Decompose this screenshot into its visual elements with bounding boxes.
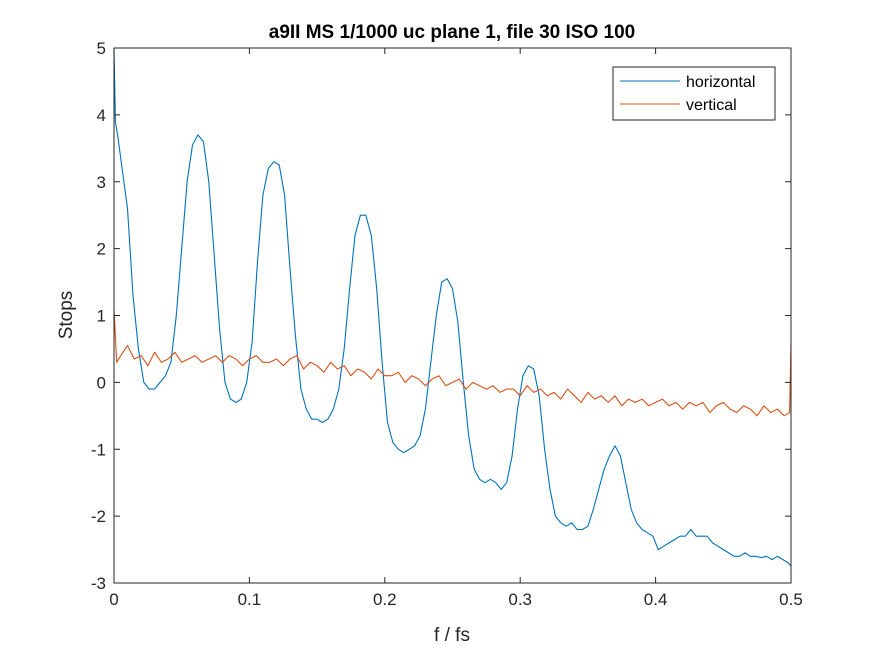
y-axis-label: Stops	[56, 291, 77, 340]
y-tick-label: -2	[91, 507, 106, 526]
chart-title: a9II MS 1/1000 uc plane 1, file 30 ISO 1…	[269, 22, 635, 43]
x-tick-label: 0.4	[644, 590, 668, 609]
plot-area	[114, 48, 791, 583]
legend-box	[612, 66, 776, 121]
x-tick-label: 0.3	[508, 590, 532, 609]
y-tick-label: -1	[91, 440, 106, 459]
y-tick-label: 1	[97, 307, 106, 326]
x-tick-label: 0.5	[779, 590, 803, 609]
y-tick-label: 2	[97, 240, 106, 259]
x-ticks: 0 0.1 0.2 0.3 0.4 0.5	[109, 48, 803, 609]
y-ticks: -3 -2 -1 0 1 2 3 4 5	[91, 39, 791, 593]
legend-label-vertical: vertical	[686, 97, 737, 114]
legend-label-horizontal: horizontal	[686, 74, 755, 91]
y-tick-label: 3	[97, 173, 106, 192]
x-tick-label: 0	[109, 590, 118, 609]
y-tick-label: 5	[97, 39, 106, 58]
x-axis-label: f / fs	[434, 625, 470, 646]
x-tick-label: 0.1	[238, 590, 262, 609]
x-tick-label: 0.2	[373, 590, 397, 609]
y-tick-label: 4	[97, 106, 106, 125]
series-layer	[113, 47, 792, 567]
legend: horizontal vertical	[612, 66, 776, 121]
y-tick-label: -3	[91, 574, 106, 593]
series-line-horizontal	[113, 47, 792, 567]
series-line-vertical	[113, 308, 792, 417]
y-tick-label: 0	[97, 373, 106, 392]
